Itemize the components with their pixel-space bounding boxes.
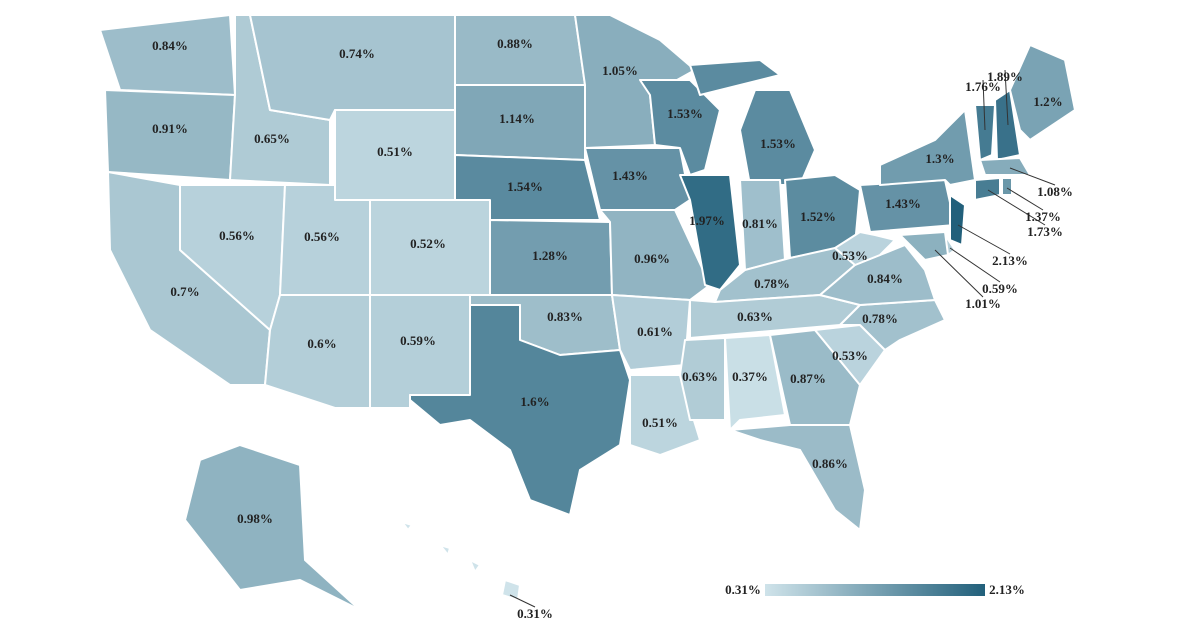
leader-line bbox=[1004, 69, 1009, 126]
leader-line bbox=[1009, 167, 1056, 186]
region bbox=[249, 14, 456, 121]
region bbox=[974, 177, 1001, 201]
value-label: 1.14% bbox=[499, 111, 535, 126]
value-label: 0.6% bbox=[307, 336, 336, 351]
labels: 0.84% 0.91% 0.7% 0.56% 0.65% 0.74% 0.51% 0.56% 0… bbox=[152, 36, 1073, 621]
value-label: 0.78% bbox=[754, 276, 790, 291]
value-label: 0.7% bbox=[170, 284, 199, 299]
region bbox=[611, 294, 691, 371]
value-label: 0.96% bbox=[634, 251, 670, 266]
value-label: 0.84% bbox=[867, 271, 903, 286]
value-label: 0.56% bbox=[219, 228, 255, 243]
value-label: 1.54% bbox=[507, 179, 543, 194]
value-label: 2.13% bbox=[992, 253, 1028, 268]
value-label: 0.53% bbox=[832, 348, 868, 363]
value-label: 0.51% bbox=[642, 415, 678, 430]
value-label: 1.43% bbox=[885, 196, 921, 211]
region bbox=[729, 424, 866, 531]
value-label: 0.56% bbox=[304, 229, 340, 244]
region bbox=[724, 334, 786, 431]
region bbox=[784, 174, 861, 259]
regions bbox=[99, 14, 1076, 611]
value-label: 0.59% bbox=[400, 333, 436, 348]
value-label: 0.74% bbox=[339, 46, 375, 61]
value-label: 0.83% bbox=[547, 309, 583, 324]
leader-line bbox=[934, 249, 984, 298]
colorbar-label: 2.13% bbox=[989, 582, 1025, 597]
value-label: 1.52% bbox=[800, 209, 836, 224]
value-label: 0.88% bbox=[497, 36, 533, 51]
leader-line bbox=[987, 189, 1046, 226]
value-label: 0.59% bbox=[982, 281, 1018, 296]
value-label: 0.86% bbox=[812, 456, 848, 471]
value-label: 0.98% bbox=[237, 511, 273, 526]
value-label: 1.53% bbox=[667, 106, 703, 121]
region bbox=[679, 337, 726, 421]
value-label: 1.53% bbox=[760, 136, 796, 151]
value-label: 0.91% bbox=[152, 121, 188, 136]
region bbox=[584, 147, 691, 211]
value-label: 0.53% bbox=[832, 248, 868, 263]
region bbox=[369, 294, 471, 409]
value-label: 0.63% bbox=[682, 369, 718, 384]
region bbox=[264, 294, 371, 409]
value-label: 1.73% bbox=[1027, 224, 1063, 239]
region bbox=[899, 231, 949, 261]
value-label: 1.3% bbox=[925, 151, 954, 166]
colorbar bbox=[765, 584, 985, 596]
region bbox=[1001, 177, 1013, 196]
value-label: 0.84% bbox=[152, 38, 188, 53]
region bbox=[949, 194, 966, 246]
value-label: 0.78% bbox=[862, 311, 898, 326]
value-label: 1.97% bbox=[689, 213, 725, 228]
value-label: 0.81% bbox=[742, 216, 778, 231]
value-label: 1.89% bbox=[987, 69, 1023, 84]
value-label: 0.61% bbox=[637, 324, 673, 339]
value-label: 0.37% bbox=[732, 369, 768, 384]
region bbox=[1009, 44, 1076, 141]
value-label: 1.37% bbox=[1025, 209, 1061, 224]
value-label: 0.52% bbox=[410, 236, 446, 251]
value-label: 0.31% bbox=[517, 606, 553, 621]
region bbox=[879, 109, 976, 186]
region bbox=[409, 304, 631, 516]
value-label: 1.2% bbox=[1033, 94, 1062, 109]
value-label: 1.01% bbox=[965, 296, 1001, 311]
leader-line bbox=[957, 224, 1011, 255]
value-label: 1.43% bbox=[612, 168, 648, 183]
value-label: 0.51% bbox=[377, 144, 413, 159]
region bbox=[974, 104, 996, 161]
value-label: 1.76% bbox=[965, 79, 1001, 94]
value-label: 1.05% bbox=[602, 63, 638, 78]
region bbox=[401, 521, 521, 601]
leader-line bbox=[1006, 187, 1044, 211]
leader-line bbox=[509, 594, 536, 608]
region bbox=[629, 374, 701, 456]
value-label: 0.65% bbox=[254, 131, 290, 146]
region bbox=[834, 231, 896, 266]
leader-line bbox=[949, 247, 1001, 283]
value-label: 1.28% bbox=[532, 248, 568, 263]
region bbox=[99, 14, 236, 96]
region bbox=[769, 329, 861, 426]
value-label: 0.87% bbox=[790, 371, 826, 386]
value-label: 1.08% bbox=[1037, 184, 1073, 199]
region bbox=[184, 444, 361, 611]
leader-line bbox=[982, 79, 986, 131]
colorbar-label: 0.31% bbox=[725, 582, 761, 597]
value-label: 1.6% bbox=[520, 394, 549, 409]
value-label: 0.63% bbox=[737, 309, 773, 324]
